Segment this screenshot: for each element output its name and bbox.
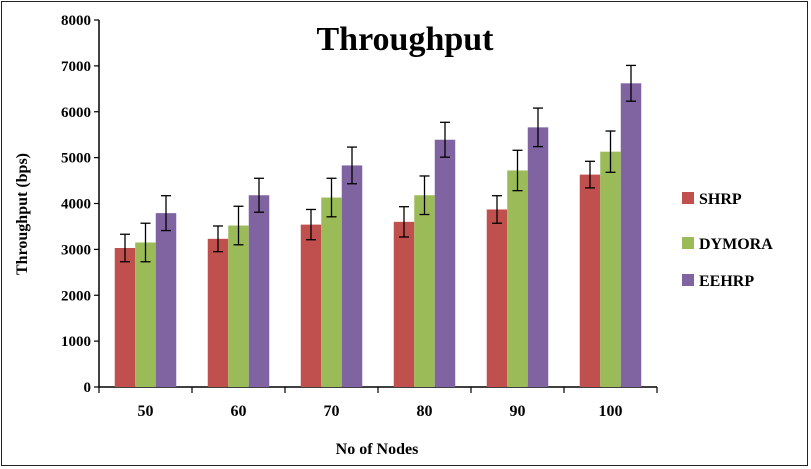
y-tick-label: 7000 xyxy=(61,59,91,75)
bar-dymora xyxy=(228,225,249,387)
bar-dymora xyxy=(135,242,156,387)
chart-title: Throughput xyxy=(316,21,494,58)
y-tick-label: 1000 xyxy=(61,334,91,350)
legend-swatch-dymora xyxy=(682,237,694,249)
x-tick-label: 70 xyxy=(324,403,340,420)
legend-label-dymora: DYMORA xyxy=(699,236,773,253)
y-tick-label: 6000 xyxy=(61,105,91,121)
y-tick-label: 4000 xyxy=(61,197,91,213)
y-axis-label: Throughput (bps) xyxy=(14,153,31,275)
legend-swatch-eehrp xyxy=(682,274,694,286)
bar-dymora xyxy=(414,195,435,387)
x-tick-label: 80 xyxy=(417,403,433,420)
x-tick-label: 60 xyxy=(231,403,247,420)
bar-shrp xyxy=(579,174,601,387)
bar-shrp xyxy=(486,209,508,387)
bar-eehrp xyxy=(527,127,549,387)
bar-eehrp xyxy=(155,213,177,387)
bar-shrp xyxy=(393,221,415,387)
legend-swatch-shrp xyxy=(682,192,694,204)
legend-label-shrp: SHRP xyxy=(699,191,742,208)
y-tick-label: 3000 xyxy=(61,242,91,258)
bar-dymora xyxy=(321,197,342,387)
x-tick-label: 50 xyxy=(138,403,154,420)
bar-eehrp xyxy=(434,139,456,387)
chart-marks: 0 1000 2000 3000 4000 5000 6000 7000 8000 50 60 70 8… xyxy=(61,13,773,420)
x-tick-label: 100 xyxy=(599,403,623,420)
bar-shrp xyxy=(207,238,229,387)
y-tick-label: 8000 xyxy=(61,13,91,29)
bar-eehrp xyxy=(248,195,270,387)
legend-label-eehrp: EEHRP xyxy=(699,273,754,290)
y-tick-label: 0 xyxy=(84,380,92,396)
bar-eehrp xyxy=(341,165,363,387)
bar-dymora xyxy=(507,170,528,387)
x-tick-label: 90 xyxy=(510,403,526,420)
x-axis-label: No of Nodes xyxy=(336,441,419,458)
bar-dymora xyxy=(600,151,621,387)
y-tick-label: 5000 xyxy=(61,151,91,167)
bar-shrp xyxy=(114,247,136,387)
bar-shrp xyxy=(300,224,322,387)
y-tick-label: 2000 xyxy=(61,288,91,304)
bar-eehrp xyxy=(620,83,642,388)
